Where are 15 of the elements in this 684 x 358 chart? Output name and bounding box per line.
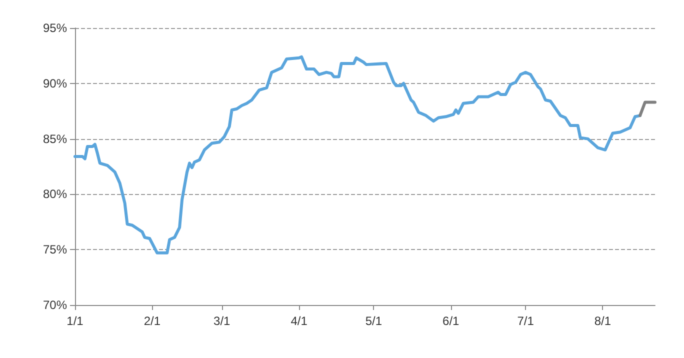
x-tick-label: 6/1	[442, 314, 460, 328]
x-tick-label: 1/1	[66, 314, 84, 328]
y-tick-label: 80%	[42, 187, 68, 202]
y-tick-label: 70%	[42, 298, 68, 312]
x-tick-label: 3/1	[214, 314, 231, 328]
x-tick-label: 5/1	[365, 314, 382, 328]
y-tick-label: 75%	[42, 242, 68, 257]
y-tick-label: 95%	[42, 21, 68, 35]
y-tick-label: 90%	[42, 76, 68, 90]
x-tick-label: 8/1	[594, 314, 612, 328]
x-tick-label: 2/1	[144, 314, 161, 328]
line-series	[74, 55, 642, 254]
x-tick-label: 7/1	[517, 314, 534, 328]
y-tick-label: 85%	[42, 132, 68, 146]
x-tick-label: 4/1	[290, 314, 308, 328]
